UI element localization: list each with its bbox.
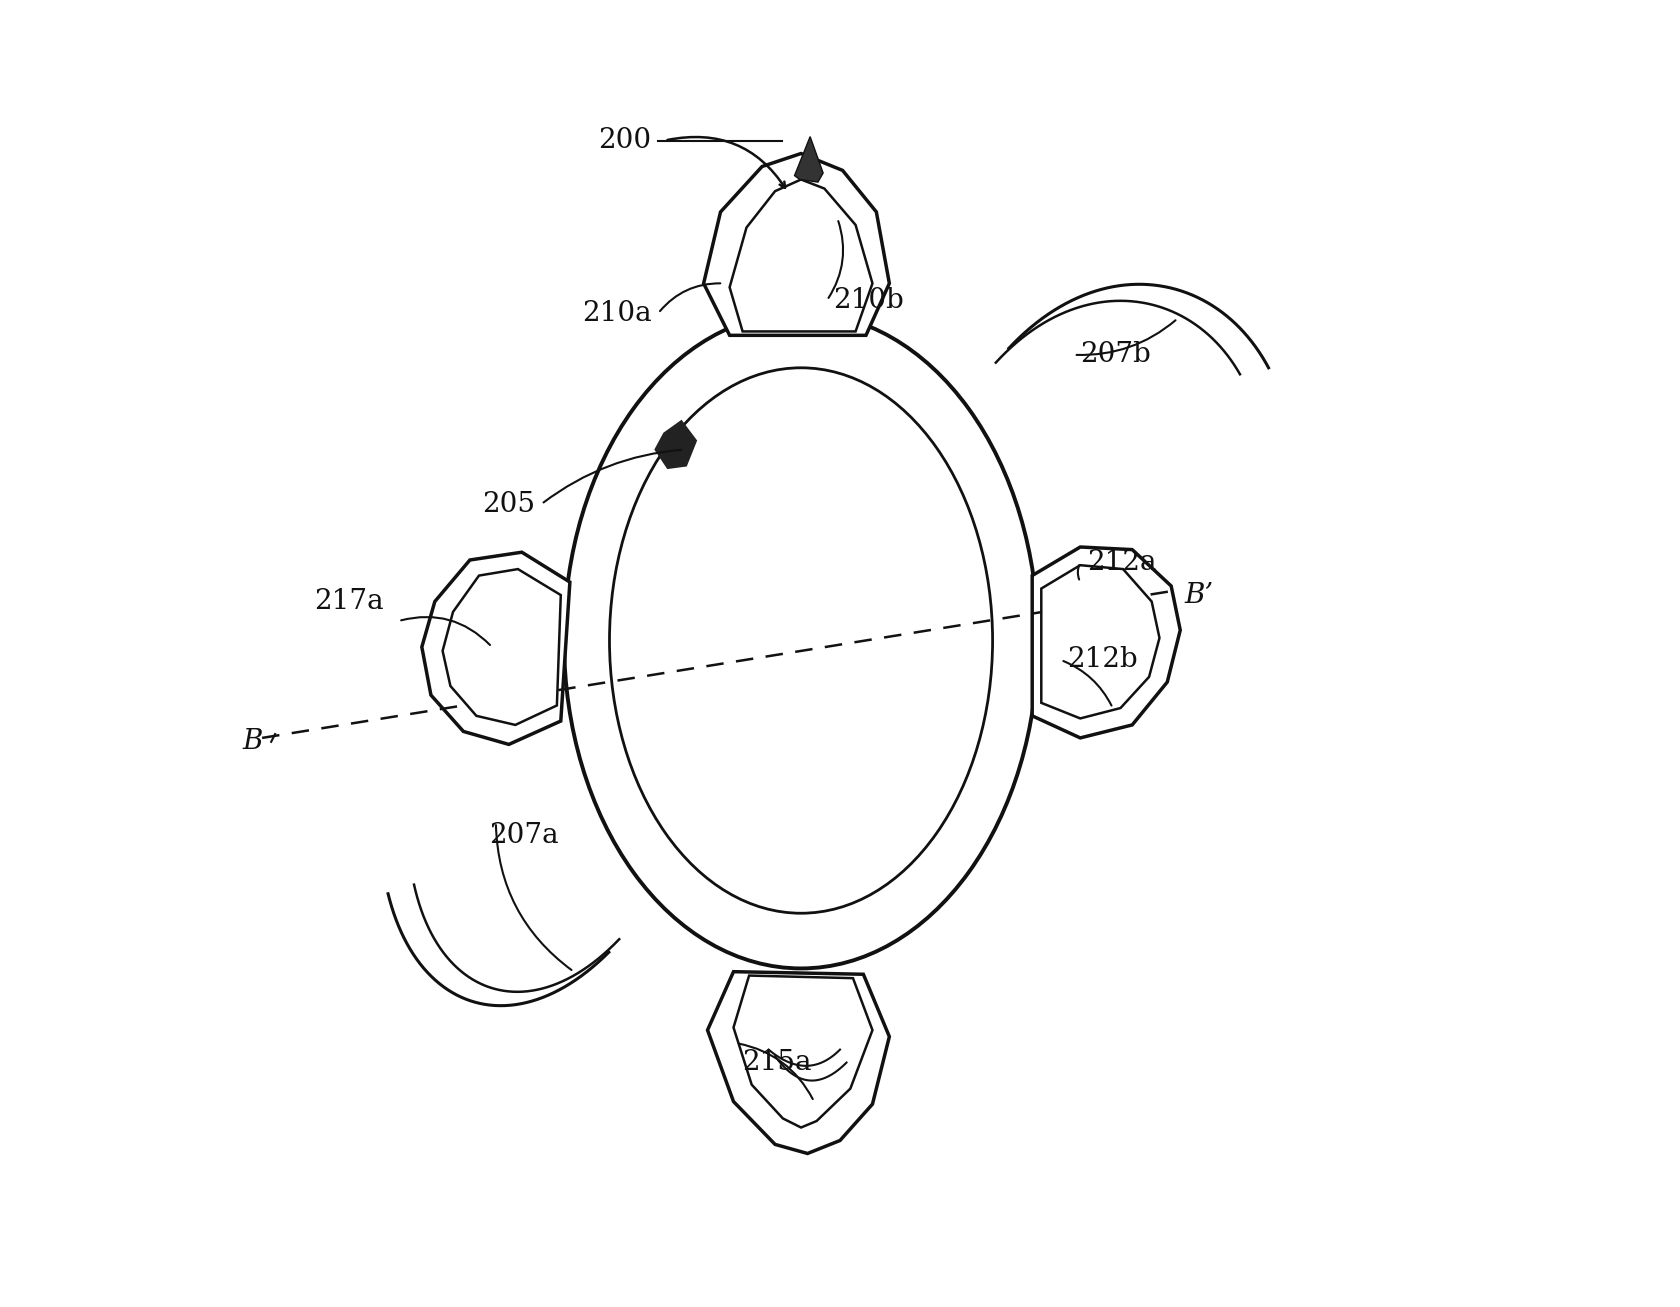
Text: 217a: 217a — [314, 588, 383, 616]
Polygon shape — [704, 153, 889, 336]
Polygon shape — [707, 971, 889, 1154]
Polygon shape — [442, 569, 561, 725]
Text: 207b: 207b — [1080, 341, 1151, 369]
Text: 215a: 215a — [743, 1050, 811, 1076]
Polygon shape — [729, 179, 872, 332]
Polygon shape — [654, 420, 697, 469]
Text: 207a: 207a — [489, 822, 559, 848]
Text: 205: 205 — [482, 490, 534, 518]
Text: 212b: 212b — [1067, 647, 1137, 673]
Text: 200: 200 — [598, 127, 652, 154]
Ellipse shape — [610, 367, 993, 914]
Ellipse shape — [677, 455, 931, 826]
Polygon shape — [422, 552, 570, 745]
Text: 212a: 212a — [1087, 549, 1156, 576]
Polygon shape — [734, 975, 872, 1128]
Polygon shape — [795, 137, 823, 182]
Ellipse shape — [564, 312, 1038, 968]
Text: 210b: 210b — [833, 286, 904, 314]
Text: 210a: 210a — [581, 299, 652, 327]
Polygon shape — [1042, 565, 1159, 719]
Polygon shape — [1032, 548, 1181, 738]
Text: B: B — [242, 728, 264, 755]
Text: B’: B’ — [1184, 582, 1213, 609]
